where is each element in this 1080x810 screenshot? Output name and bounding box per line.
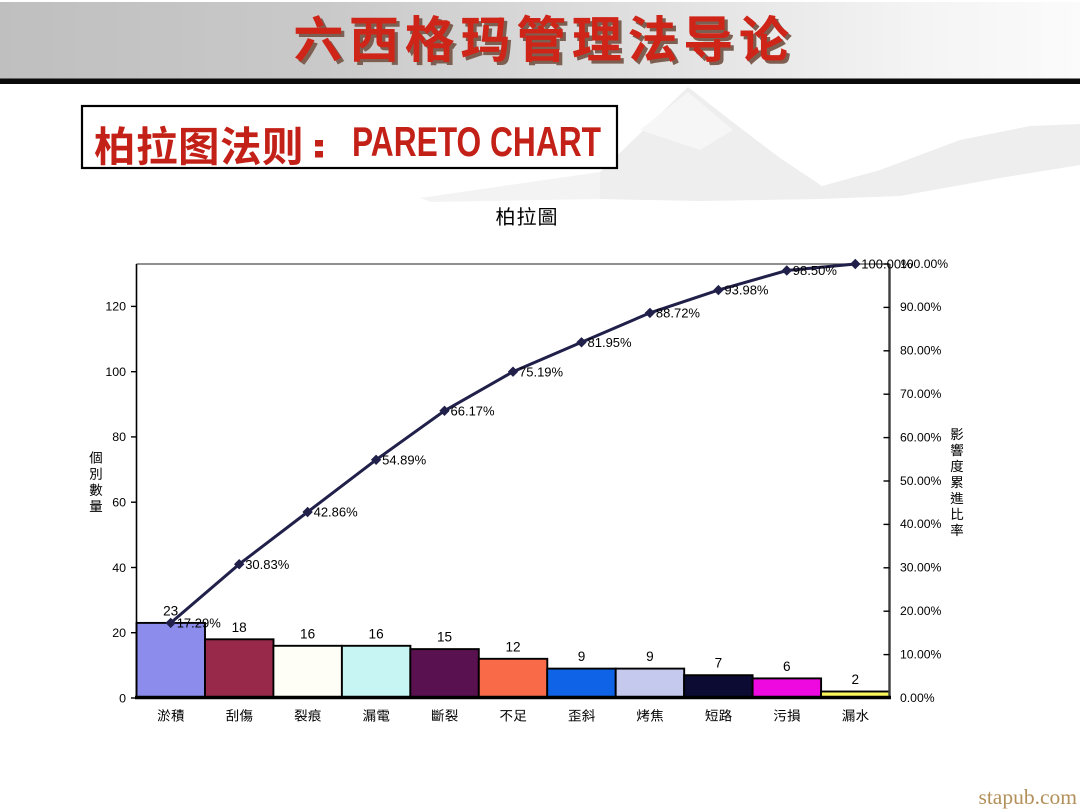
svg-text:80: 80 <box>112 430 126 444</box>
svg-text:80.00%: 80.00% <box>900 344 941 358</box>
svg-text:90.00%: 90.00% <box>900 300 941 314</box>
svg-text:7: 7 <box>715 656 723 671</box>
svg-text:40: 40 <box>112 561 126 575</box>
svg-text:20: 20 <box>112 626 126 640</box>
svg-text:9: 9 <box>578 649 586 664</box>
svg-text:15: 15 <box>437 630 452 645</box>
svg-text:98.50%: 98.50% <box>793 263 838 278</box>
svg-text:23: 23 <box>163 603 178 618</box>
svg-text:20.00%: 20.00% <box>900 604 941 618</box>
svg-text:50.00%: 50.00% <box>900 474 941 488</box>
svg-text:30.83%: 30.83% <box>245 557 290 572</box>
svg-text:10.00%: 10.00% <box>900 647 941 661</box>
svg-text:81.95%: 81.95% <box>588 335 633 350</box>
svg-text:0: 0 <box>119 691 126 705</box>
svg-text:100: 100 <box>105 365 126 379</box>
svg-text:93.98%: 93.98% <box>724 283 769 298</box>
svg-text:16: 16 <box>300 626 315 641</box>
svg-text:60.00%: 60.00% <box>900 430 941 444</box>
svg-text:60: 60 <box>112 496 126 510</box>
svg-text:stapub.com: stapub.com <box>978 785 1077 809</box>
svg-text:40.00%: 40.00% <box>900 517 941 531</box>
svg-text:16: 16 <box>369 626 384 641</box>
svg-text:100.00%: 100.00% <box>861 257 913 272</box>
svg-text:6: 6 <box>783 659 791 674</box>
svg-text:12: 12 <box>505 639 520 654</box>
svg-text:88.72%: 88.72% <box>656 306 701 321</box>
svg-text:9: 9 <box>646 649 654 664</box>
svg-text:0.00%: 0.00% <box>900 691 935 705</box>
svg-text:100.00%: 100.00% <box>900 257 948 271</box>
svg-text:120: 120 <box>105 300 126 314</box>
svg-text:70.00%: 70.00% <box>900 387 941 401</box>
svg-text:30.00%: 30.00% <box>900 561 941 575</box>
svg-text:PARETO CHART: PARETO CHART <box>352 118 601 165</box>
svg-text:42.86%: 42.86% <box>314 505 359 520</box>
svg-text:2: 2 <box>852 672 860 687</box>
svg-text:17.29%: 17.29% <box>177 616 222 631</box>
svg-text:75.19%: 75.19% <box>519 364 564 379</box>
svg-text:54.89%: 54.89% <box>382 452 427 467</box>
svg-text:18: 18 <box>232 620 247 635</box>
svg-text:66.17%: 66.17% <box>451 403 496 418</box>
